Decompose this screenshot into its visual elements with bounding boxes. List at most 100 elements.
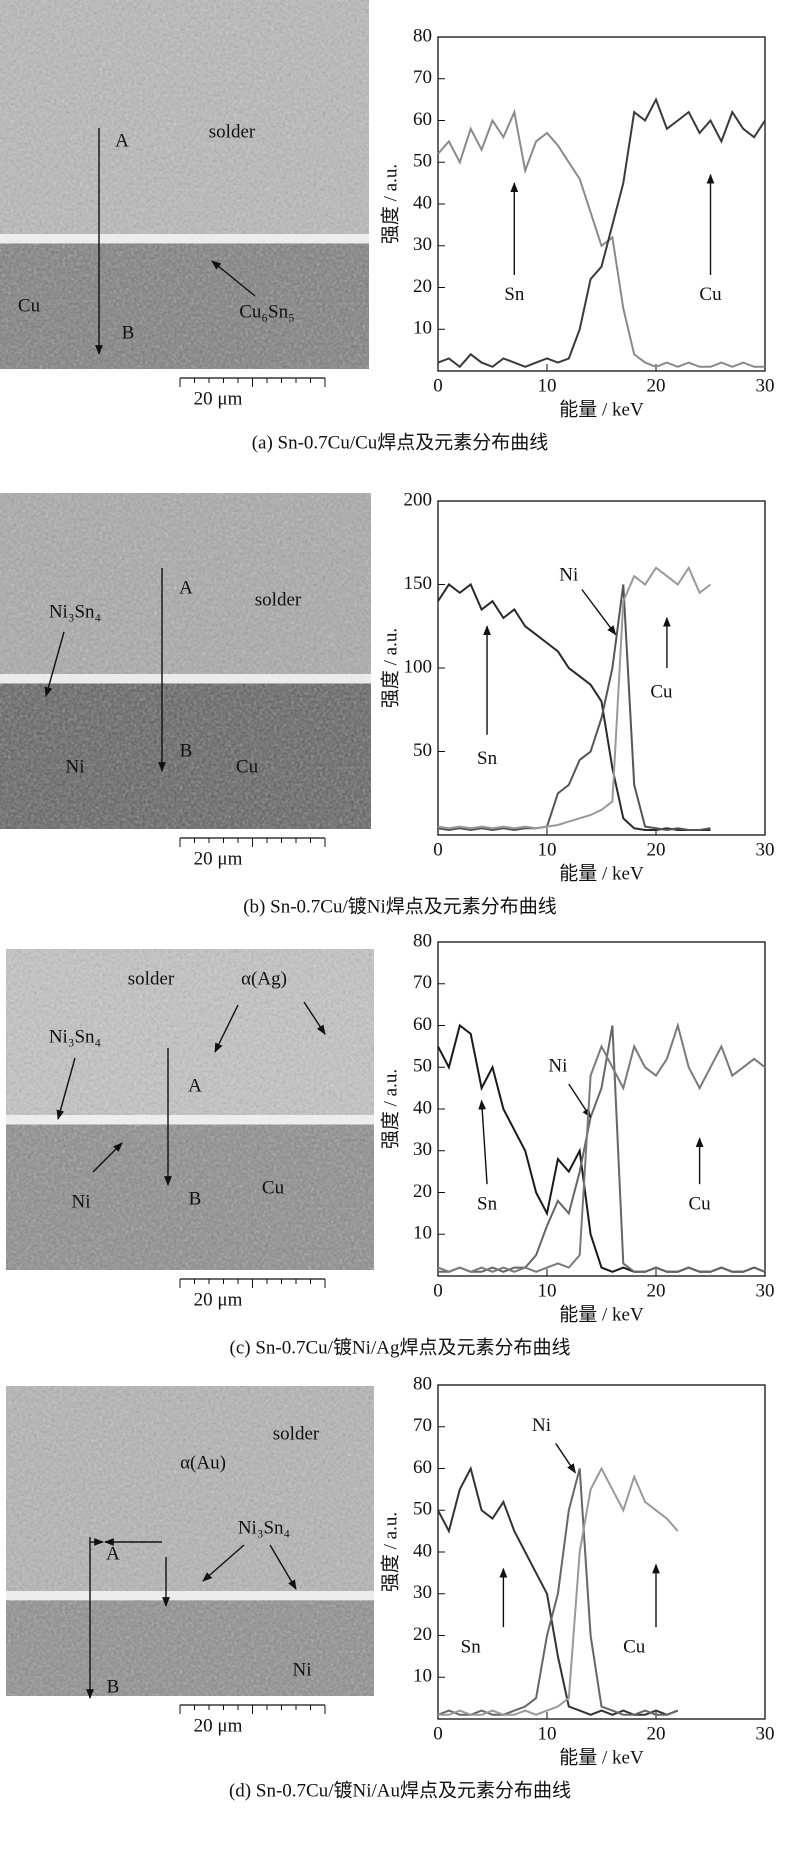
micrograph-label: A bbox=[106, 1543, 120, 1564]
y-tick-label: 80 bbox=[413, 930, 432, 951]
data-line bbox=[437, 1021, 766, 1273]
scale-bar-label: 20 μm bbox=[194, 1289, 243, 1310]
micrograph-label: B bbox=[180, 740, 193, 761]
series-label: Sn bbox=[477, 748, 498, 769]
data-line bbox=[437, 108, 765, 368]
micrograph-label: B bbox=[189, 1188, 202, 1209]
plot-frame bbox=[437, 941, 766, 1277]
y-tick-label: 60 bbox=[413, 1014, 432, 1035]
x-axis-label: 能量 / keV bbox=[559, 398, 644, 420]
plot-frame bbox=[437, 1384, 766, 1720]
data-line bbox=[437, 584, 711, 832]
scale-bar-label: 20 μm bbox=[194, 1715, 243, 1736]
y-tick-label: 30 bbox=[413, 1582, 432, 1603]
x-axis-label: 能量 / keV bbox=[559, 1746, 644, 1768]
y-tick-label: 200 bbox=[404, 489, 433, 510]
y-tick-label: 80 bbox=[413, 25, 432, 46]
micrograph-label: Ni bbox=[293, 1659, 312, 1680]
data-line bbox=[437, 1465, 679, 1716]
y-tick-label: 30 bbox=[413, 234, 432, 255]
series-label: Ni bbox=[532, 1415, 551, 1436]
micrograph-label: α(Ag) bbox=[241, 968, 287, 989]
arrow bbox=[269, 1544, 297, 1590]
data-line bbox=[437, 582, 711, 831]
y-tick-label: 30 bbox=[413, 1139, 432, 1160]
micrograph-label: Cu bbox=[236, 756, 259, 777]
y-tick-label: 50 bbox=[413, 1499, 432, 1520]
micrograph-label: Ni₃Sn₄ bbox=[238, 1517, 290, 1538]
chart: 0 10 20 30 10 20 30 40 50 60 70 80 能量 / keV 强度 / a.u.… bbox=[379, 1373, 774, 1768]
panel: solder α(Au) Ni₃Sn₄ A B Ni 20 μm (d) Sn-0.7Cu/镀… bbox=[6, 1373, 775, 1801]
y-axis-label: 强度 / a.u. bbox=[379, 1512, 401, 1592]
series-label: Cu bbox=[650, 681, 673, 702]
chart: 0 10 20 30 10 20 30 40 50 60 70 80 能量 / keV 强度 / a.u.… bbox=[379, 25, 774, 420]
x-axis-label: 能量 / keV bbox=[559, 1303, 644, 1325]
x-tick-label: 30 bbox=[756, 839, 775, 860]
caption: (a) Sn-0.7Cu/Cu焊点及元素分布曲线 bbox=[252, 431, 549, 453]
chart: 0 10 20 30 10 20 30 40 50 60 70 80 能量 / keV 强度 / a.u.… bbox=[379, 930, 774, 1325]
micrograph-label: Ni₃Sn₄ bbox=[49, 1026, 101, 1047]
y-tick-label: 20 bbox=[413, 1624, 432, 1645]
series-arrow bbox=[478, 1099, 488, 1185]
x-tick-label: 20 bbox=[647, 1723, 666, 1744]
series-label: Cu bbox=[623, 1636, 646, 1657]
arrow bbox=[92, 1142, 123, 1173]
panel: solder α(Ag) Ni₃Sn₄ A Ni B Cu 20 μm (c) Sn-0.7Cu… bbox=[6, 930, 775, 1358]
scale-bar-label: 20 μm bbox=[194, 848, 243, 869]
micrograph-label: Cu₆Sn₅ bbox=[239, 301, 295, 322]
micrograph-label: Ni bbox=[66, 756, 85, 777]
series-label: Cu bbox=[699, 284, 722, 305]
x-tick-label: 10 bbox=[538, 839, 557, 860]
y-tick-label: 60 bbox=[413, 109, 432, 130]
data-line bbox=[437, 97, 766, 369]
chart: 0 10 20 30 50 100 150 200 能量 / keV 强度 / a.u. Sn Ni C… bbox=[379, 489, 774, 884]
y-axis-label: 强度 / a.u. bbox=[379, 628, 401, 708]
data-line bbox=[438, 1466, 679, 1716]
micrograph-label: Ni₃Sn₄ bbox=[49, 601, 101, 622]
x-tick-label: 10 bbox=[538, 1723, 557, 1744]
x-tick-label: 30 bbox=[756, 375, 775, 396]
interface bbox=[6, 1591, 374, 1600]
y-tick-label: 50 bbox=[413, 1056, 432, 1077]
y-tick-label: 50 bbox=[413, 740, 432, 761]
arrow bbox=[44, 631, 65, 697]
series-arrow bbox=[581, 589, 617, 636]
micrograph-label: solder bbox=[209, 121, 256, 142]
micrograph-label: A bbox=[179, 577, 193, 598]
x-axis-label: 能量 / keV bbox=[559, 862, 644, 884]
texture bbox=[6, 949, 374, 1270]
arrow bbox=[303, 1001, 326, 1035]
y-tick-label: 50 bbox=[413, 151, 432, 172]
micrograph-label: Cu bbox=[262, 1177, 285, 1198]
micrograph-label: A bbox=[188, 1075, 202, 1096]
micrograph: solder α(Au) Ni₃Sn₄ A B Ni bbox=[6, 1386, 374, 1699]
y-axis-label: 强度 / a.u. bbox=[379, 164, 401, 244]
series-label: Sn bbox=[504, 284, 525, 305]
x-tick-label: 20 bbox=[647, 375, 666, 396]
arrow bbox=[56, 1057, 76, 1120]
texture bbox=[6, 1386, 374, 1696]
scale-bar-label: 20 μm bbox=[194, 388, 243, 409]
y-tick-label: 40 bbox=[413, 1097, 432, 1118]
interface bbox=[0, 234, 369, 243]
micrograph-label: solder bbox=[128, 968, 175, 989]
arrow bbox=[202, 1544, 245, 1582]
series-label: Ni bbox=[559, 565, 578, 586]
micrograph-label: solder bbox=[273, 1423, 320, 1444]
y-tick-label: 20 bbox=[413, 1181, 432, 1202]
y-tick-label: 70 bbox=[413, 972, 432, 993]
caption: (c) Sn-0.7Cu/镀Ni/Ag焊点及元素分布曲线 bbox=[230, 1336, 571, 1358]
x-tick-label: 0 bbox=[433, 1723, 443, 1744]
y-tick-label: 10 bbox=[413, 318, 432, 339]
caption: (b) Sn-0.7Cu/镀Ni焊点及元素分布曲线 bbox=[243, 895, 557, 917]
x-tick-label: 0 bbox=[433, 1280, 443, 1301]
y-tick-label: 60 bbox=[413, 1457, 432, 1478]
y-tick-label: 40 bbox=[413, 192, 432, 213]
micrograph-label: α(Au) bbox=[180, 1452, 226, 1473]
texture bbox=[0, 493, 371, 829]
series-label: Sn bbox=[461, 1636, 482, 1657]
